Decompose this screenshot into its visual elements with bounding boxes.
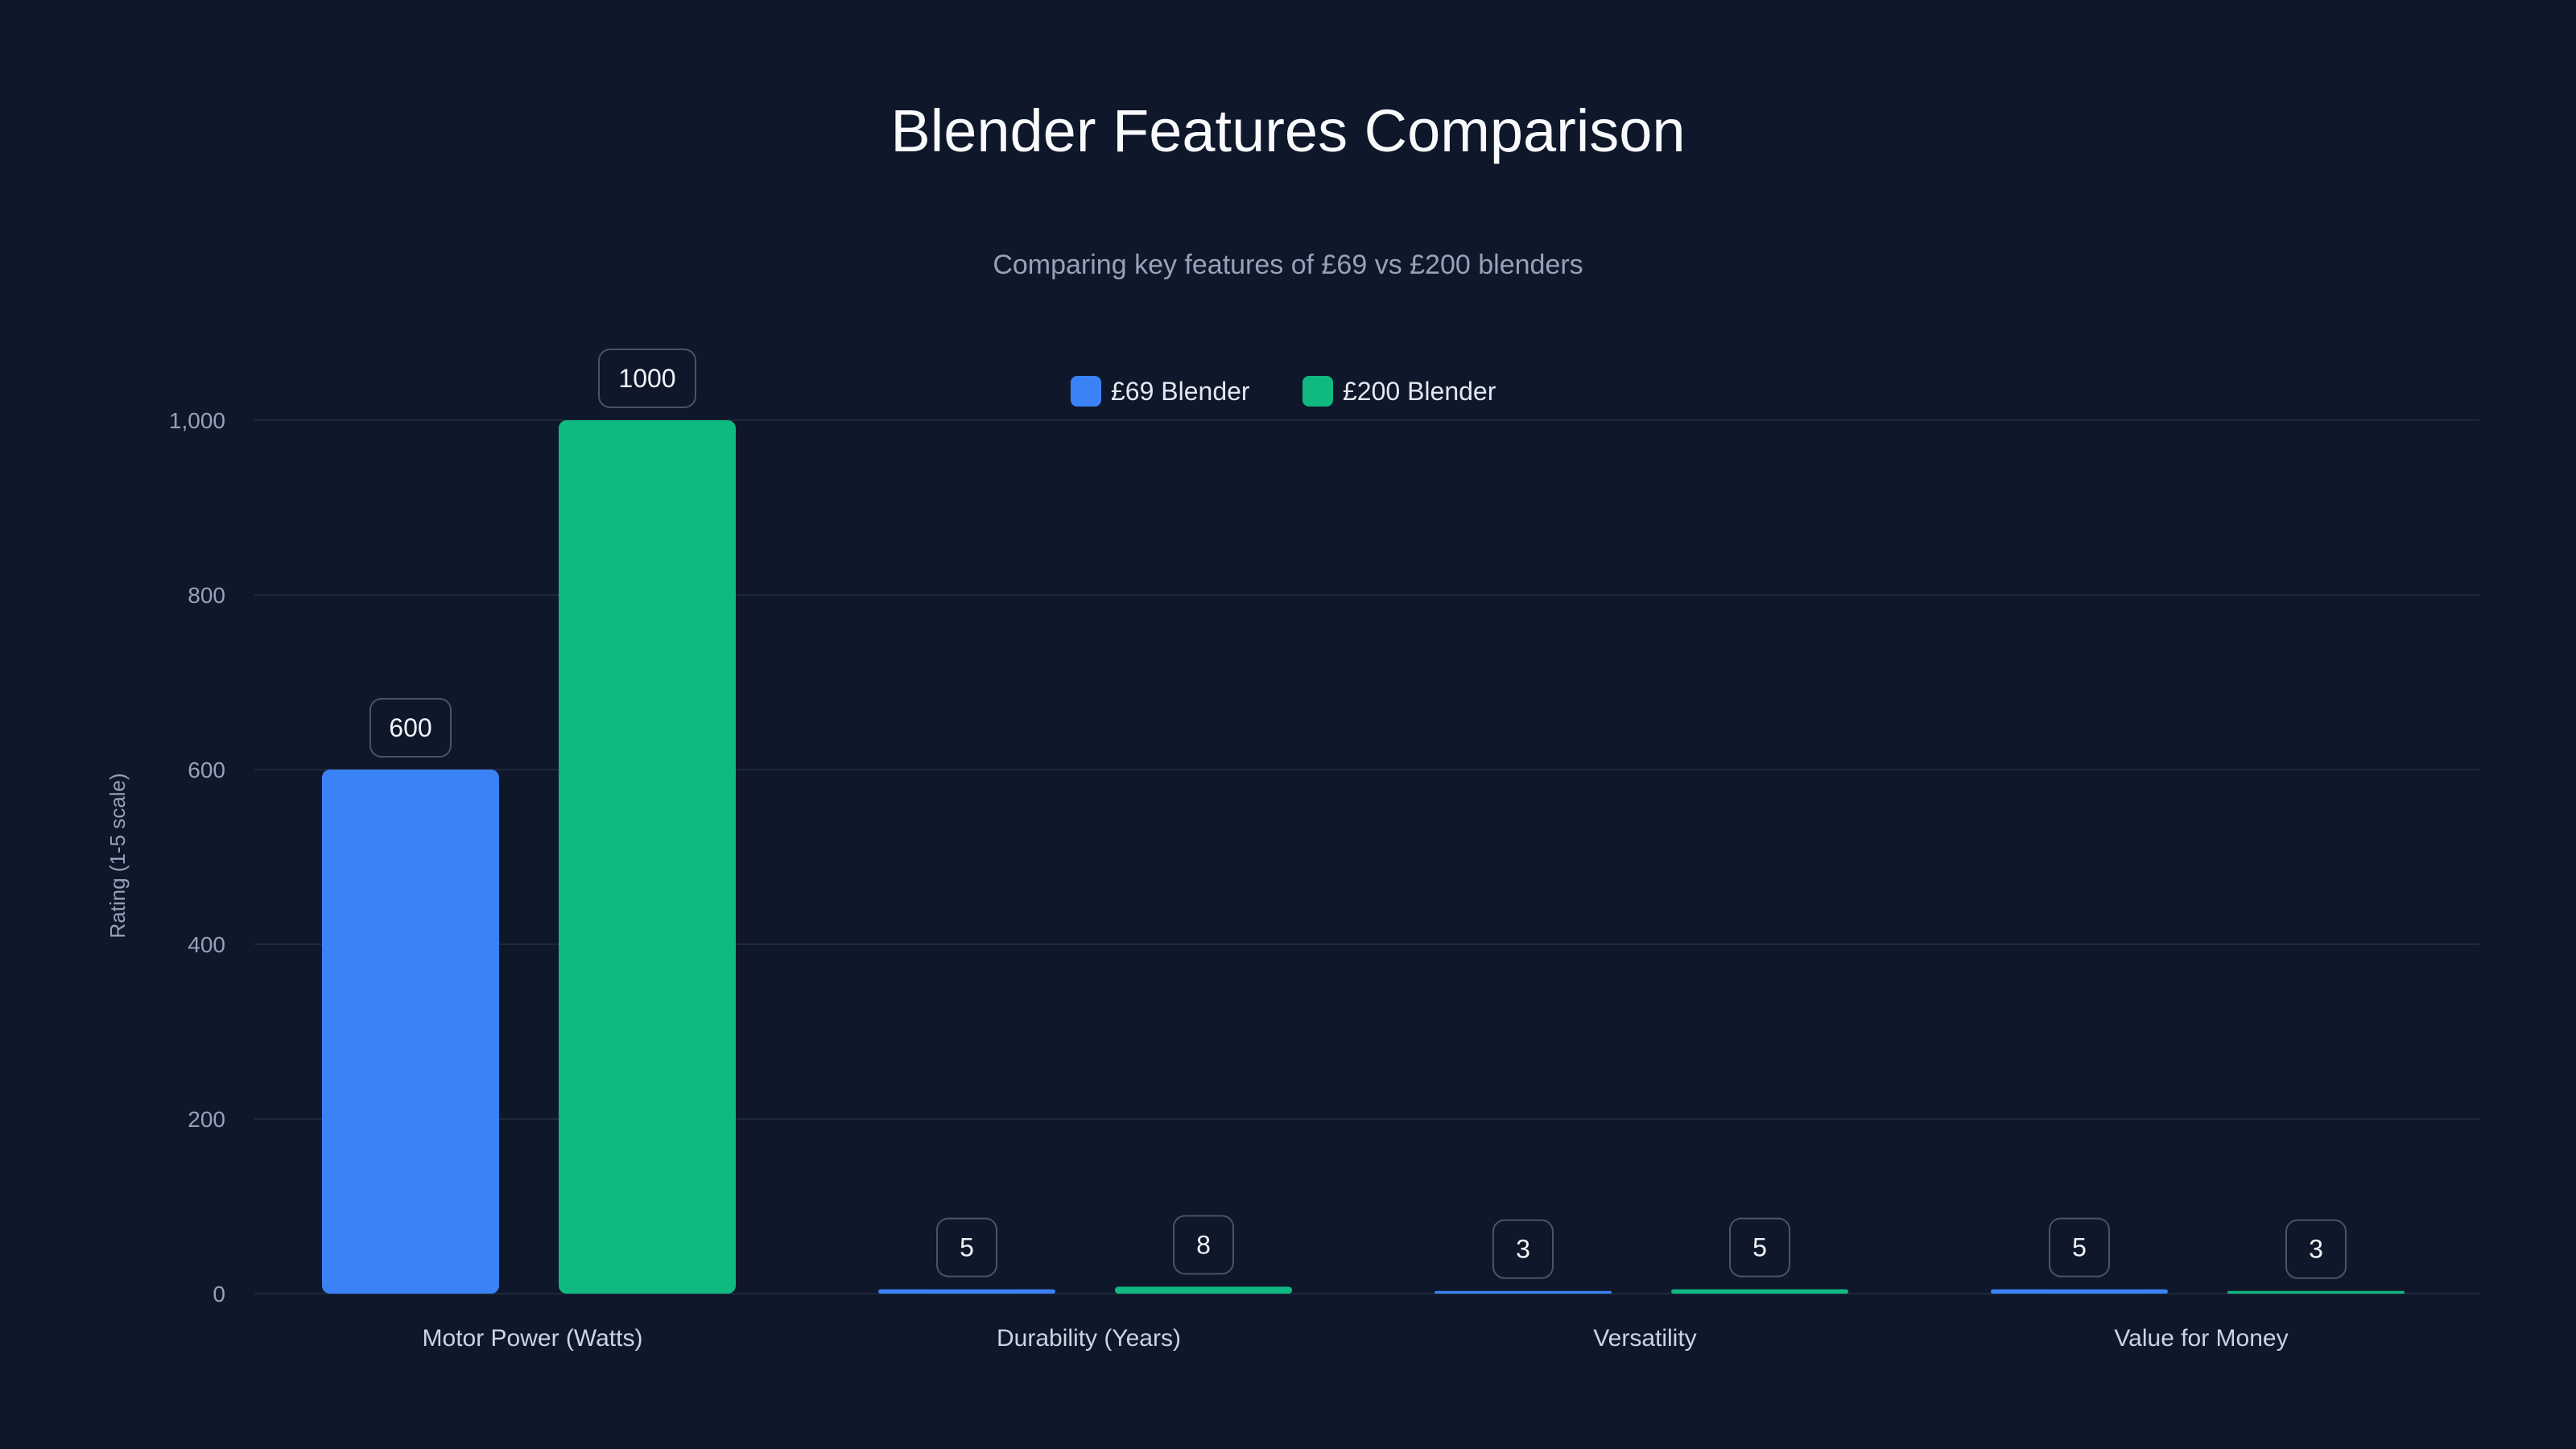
legend-item[interactable]: £200 Blender (1302, 376, 1496, 407)
legend-swatch (1071, 376, 1101, 407)
legend-item[interactable]: £69 Blender (1071, 376, 1250, 407)
y-axis-label: Rating (1-5 scale) (105, 773, 130, 938)
bars: 600 1000 5 8 3 5 5 3 (322, 349, 2405, 1294)
legend-label: £69 Blender (1111, 377, 1250, 406)
data-label: 3 (1516, 1235, 1530, 1264)
data-label-box (1173, 1215, 1234, 1275)
bar[interactable] (878, 1289, 1055, 1294)
y-tick-label: 0 (213, 1282, 225, 1307)
bar[interactable] (1115, 1286, 1292, 1294)
data-label: 5 (960, 1233, 974, 1262)
bar[interactable] (1671, 1289, 1848, 1294)
legend-label: £200 Blender (1343, 377, 1496, 406)
data-label-box (936, 1217, 997, 1278)
data-label-box (369, 698, 452, 758)
data-label: 5 (1752, 1233, 1767, 1262)
bar[interactable] (2227, 1290, 2405, 1294)
legend: £69 Blender £200 Blender (1071, 376, 1496, 407)
bar[interactable] (1991, 1289, 2168, 1294)
data-label-box (598, 349, 696, 408)
x-axis-categories: Motor Power (Watts) Durability (Years) Ver… (423, 1325, 2289, 1352)
x-category-label: Value for Money (2114, 1325, 2288, 1352)
y-tick-label: 1,000 (169, 408, 225, 433)
bar[interactable] (559, 420, 736, 1294)
y-tick-label: 600 (188, 758, 225, 782)
data-label-box (2285, 1219, 2347, 1279)
y-tick-label: 200 (188, 1107, 225, 1132)
data-label: 1000 (618, 364, 675, 393)
bar[interactable] (1435, 1290, 1612, 1294)
data-label: 600 (389, 713, 431, 742)
x-category-label: Motor Power (Watts) (423, 1325, 643, 1352)
x-category-label: Durability (Years) (997, 1325, 1181, 1352)
data-label: 8 (1196, 1230, 1211, 1259)
chart-title: Blender Features Comparison (890, 97, 1685, 164)
legend-swatch (1302, 376, 1333, 407)
data-label-box (1492, 1219, 1554, 1279)
data-label-box (2049, 1217, 2110, 1278)
data-label: 5 (2072, 1233, 2087, 1262)
y-tick-label: 800 (188, 583, 225, 608)
bar[interactable] (322, 770, 499, 1294)
x-category-label: Versatility (1593, 1325, 1696, 1352)
chart-subtitle: Comparing key features of £69 vs £200 bl… (993, 250, 1583, 280)
data-label-box (1729, 1217, 1790, 1278)
data-label: 3 (2309, 1235, 2323, 1264)
y-tick-label: 400 (188, 932, 225, 957)
y-axis-ticks: 0 200 400 600 800 1,000 (169, 408, 225, 1307)
